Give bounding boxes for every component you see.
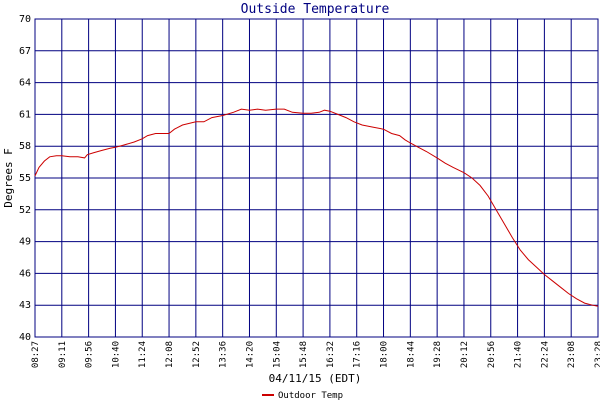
y-tick-label: 64 [19, 78, 31, 89]
chart-title: Outside Temperature [241, 2, 390, 17]
x-tick-label: 12:52 [192, 341, 202, 368]
x-tick-label: 10:40 [111, 341, 121, 368]
x-tick-label: 22:24 [540, 341, 550, 368]
x-tick-label: 19:28 [433, 341, 443, 368]
y-tick-label: 55 [19, 173, 31, 184]
x-tick-label: 09:56 [85, 341, 95, 368]
x-tick-label: 11:24 [138, 341, 148, 368]
x-tick-label: 15:48 [299, 341, 309, 368]
legend: Outdoor Temp [262, 391, 343, 400]
x-tick-label: 12:08 [165, 341, 175, 368]
x-tick-label: 23:28 [594, 341, 600, 368]
x-tick-label: 08:27 [31, 341, 41, 368]
legend-label: Outdoor Temp [278, 391, 343, 400]
y-axis-ticks: 40 43 46 49 52 55 58 61 64 67 70 [19, 14, 31, 343]
plot-border [34, 18, 599, 338]
x-tick-label: 13:36 [219, 341, 229, 368]
series-line-outdoor-temp [34, 108, 599, 307]
y-tick-label: 70 [19, 14, 31, 25]
y-tick-label: 61 [19, 109, 31, 120]
x-tick-label: 17:16 [353, 341, 363, 368]
x-tick-label: 20:12 [460, 341, 470, 368]
y-tick-label: 40 [19, 332, 31, 343]
x-axis-ticks: 08:27 09:11 09:56 10:40 11:24 12:08 12:52 13:36… [31, 341, 600, 368]
x-tick-label: 21:40 [514, 341, 524, 368]
grid [34, 18, 599, 338]
y-tick-label: 58 [19, 141, 31, 152]
x-tick-label: 09:11 [58, 341, 68, 368]
x-tick-label: 15:04 [272, 341, 282, 368]
x-tick-label: 23:08 [567, 341, 577, 368]
y-tick-label: 52 [19, 205, 31, 216]
y-tick-label: 67 [19, 46, 31, 57]
y-tick-label: 46 [19, 268, 31, 279]
x-tick-label: 18:00 [380, 341, 390, 368]
x-axis-label: 04/11/15 (EDT) [269, 372, 362, 385]
x-tick-label: 16:32 [326, 341, 336, 368]
x-tick-label: 14:20 [245, 341, 255, 368]
y-tick-label: 49 [19, 237, 31, 248]
y-axis-label: Degrees F [2, 148, 15, 208]
x-tick-label: 18:44 [406, 341, 416, 368]
y-tick-label: 43 [19, 300, 31, 311]
x-tick-label: 20:56 [487, 341, 497, 368]
